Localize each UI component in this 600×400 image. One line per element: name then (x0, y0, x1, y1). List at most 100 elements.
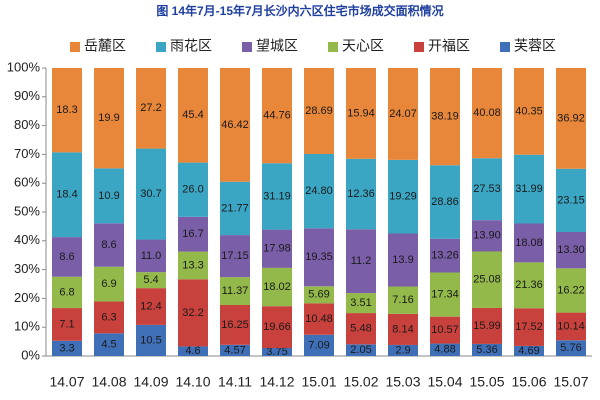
bar-segment (136, 288, 166, 325)
data-label: 19.66 (263, 321, 291, 333)
bar-segment (178, 216, 208, 252)
data-label: 40.08 (473, 107, 501, 119)
data-label: 13.90 (473, 230, 501, 242)
bar-segment (472, 220, 502, 252)
data-label: 12.4 (140, 300, 161, 312)
legend-swatch (500, 42, 510, 52)
data-label: 18.02 (263, 281, 291, 293)
bar-segment (52, 152, 82, 238)
data-label: 16.22 (557, 284, 585, 296)
bar-segment (346, 229, 376, 294)
data-label: 28.69 (305, 105, 333, 117)
x-tick-label: 15.06 (511, 374, 546, 390)
bar-segment (388, 286, 418, 314)
data-label: 24.07 (389, 108, 417, 120)
data-label: 5.69 (308, 289, 329, 301)
data-label: 7.09 (308, 339, 329, 351)
data-label: 32.2 (182, 307, 203, 319)
bar-segment (388, 159, 418, 234)
legend-swatch (242, 42, 252, 52)
y-tick-label: 90% (14, 88, 40, 103)
data-label: 36.92 (557, 112, 585, 124)
data-label: 10.14 (557, 320, 585, 332)
data-label: 4.88 (434, 344, 455, 356)
bar-segment (304, 334, 334, 356)
bar-segment (178, 68, 208, 163)
y-tick-label: 70% (14, 146, 40, 161)
data-label: 13.3 (182, 259, 203, 271)
bar-segment (430, 343, 460, 356)
data-label: 23.15 (557, 194, 585, 206)
data-label: 17.34 (431, 288, 459, 300)
data-label: 27.2 (140, 102, 161, 114)
bar-segment (262, 229, 292, 268)
bar-segment (346, 158, 376, 230)
data-label: 21.36 (515, 279, 543, 291)
bar-segment (136, 239, 166, 273)
bar-segment (388, 68, 418, 160)
data-label: 28.86 (431, 196, 459, 208)
bar-segment (556, 168, 586, 232)
bar-segment (472, 158, 502, 221)
bar-segment (346, 68, 376, 159)
bar-segment (472, 307, 502, 344)
data-label: 4.57 (224, 344, 245, 356)
x-tick-label: 14.12 (259, 374, 294, 390)
bar-segment (430, 272, 460, 317)
bar-segment (472, 343, 502, 356)
bar-segment (472, 68, 502, 159)
data-label: 4.5 (101, 339, 116, 351)
legend-label: 开福区 (428, 38, 470, 54)
y-tick-label: 0% (21, 347, 40, 362)
data-label: 6.3 (101, 311, 116, 323)
bar-segment (304, 153, 334, 229)
data-label: 26.0 (182, 184, 203, 196)
data-label: 45.4 (182, 109, 203, 121)
bar-segment (430, 68, 460, 166)
data-label: 6.8 (59, 286, 74, 298)
data-label: 19.29 (389, 191, 417, 203)
data-label: 16.7 (182, 228, 203, 240)
data-label: 2.9 (395, 344, 410, 356)
legend-swatch (328, 42, 338, 52)
bar-segment (430, 316, 460, 344)
data-label: 8.6 (101, 239, 116, 251)
data-label: 8.14 (392, 323, 413, 335)
data-label: 11.0 (141, 250, 162, 262)
bar-segment (220, 304, 250, 345)
data-label: 5.48 (350, 323, 371, 335)
x-tick-label: 15.07 (553, 374, 588, 390)
data-label: 6.9 (101, 278, 116, 290)
bar-segment (94, 223, 124, 267)
x-tick-label: 14.10 (175, 374, 210, 390)
data-label: 46.42 (221, 119, 249, 131)
bar-segment (178, 162, 208, 217)
data-label: 18.3 (56, 104, 77, 116)
bar-segment (94, 68, 124, 169)
bar-segment (220, 344, 250, 356)
bar-segment (52, 308, 82, 341)
bar-segment (262, 348, 292, 356)
bar-segment (514, 68, 544, 155)
data-label: 19.9 (98, 112, 119, 124)
bar-segment (556, 268, 586, 313)
y-tick-label: 80% (14, 117, 40, 132)
data-label: 10.48 (305, 313, 333, 325)
data-label: 24.80 (305, 185, 333, 197)
bar-segment (94, 168, 124, 224)
data-label: 12.36 (347, 188, 375, 200)
x-tick-label: 14.07 (49, 374, 84, 390)
data-label: 16.25 (221, 319, 249, 331)
data-label: 11.2 (351, 255, 372, 267)
bar-segment (514, 223, 544, 263)
data-label: 30.7 (140, 188, 161, 200)
legend-swatch (70, 42, 80, 52)
data-label: 10.5 (140, 334, 161, 346)
data-label: 4.69 (518, 345, 539, 357)
legend-swatch (156, 42, 166, 52)
data-label: 27.53 (473, 183, 501, 195)
data-label: 40.35 (515, 105, 543, 117)
bar-segment (262, 306, 292, 349)
bar-segment (346, 313, 376, 345)
y-tick-label: 60% (14, 175, 40, 190)
